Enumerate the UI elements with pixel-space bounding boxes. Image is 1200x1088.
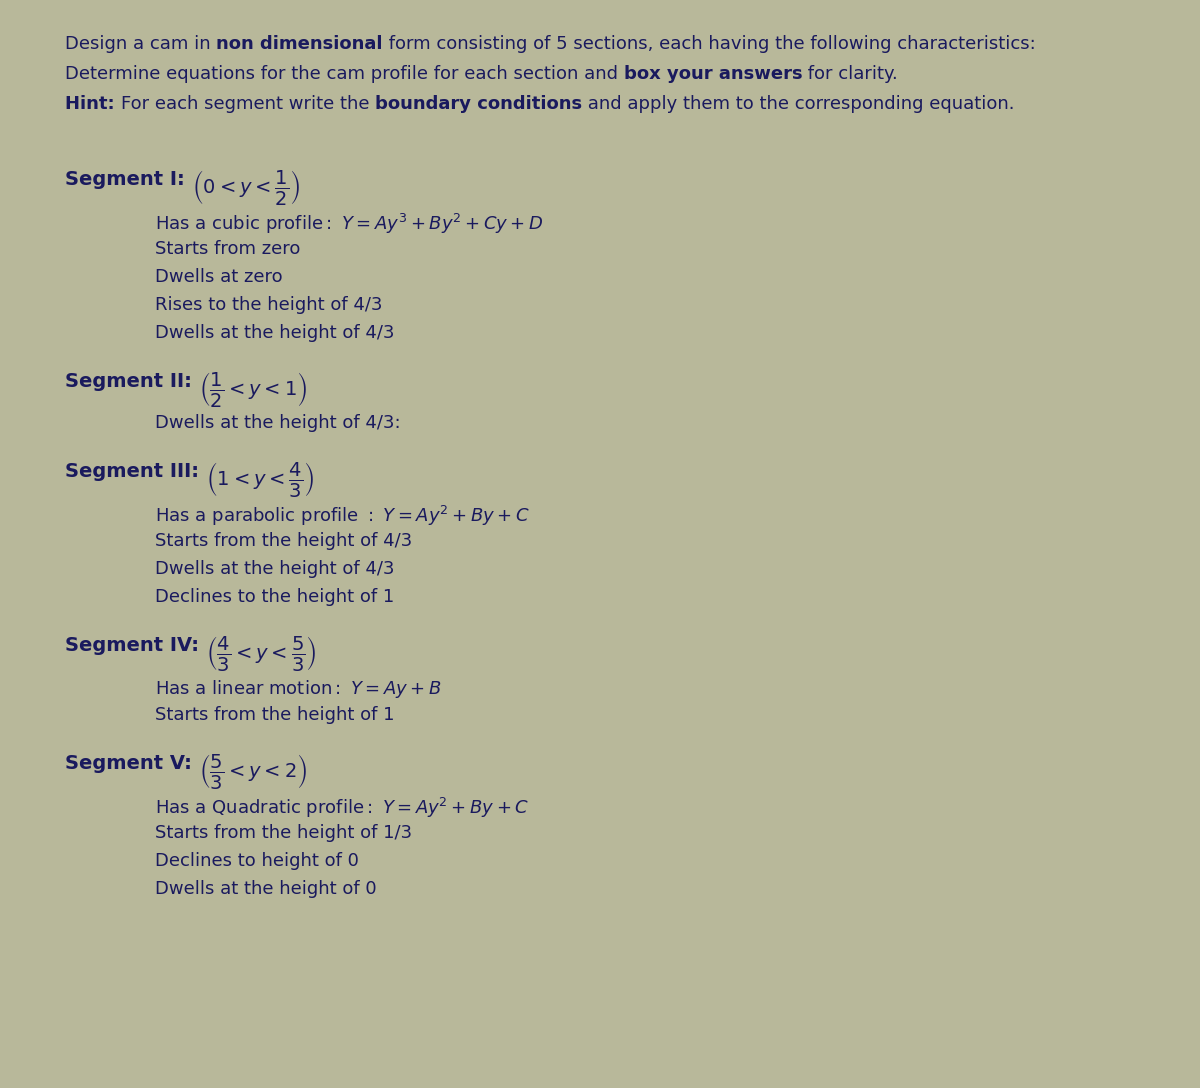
Text: Starts from the height of 4/3: Starts from the height of 4/3 (155, 532, 413, 551)
Text: Segment I:: Segment I: (65, 170, 192, 189)
Text: $\mathrm{Has\ a\ cubic\ profile:\ } Y = Ay^3 + By^2 + Cy + D$: $\mathrm{Has\ a\ cubic\ profile:\ } Y = … (155, 212, 544, 236)
Text: Determine equations for the cam profile for each section and: Determine equations for the cam profile … (65, 65, 624, 83)
Text: Declines to the height of 1: Declines to the height of 1 (155, 588, 395, 606)
Text: Starts from the height of 1/3: Starts from the height of 1/3 (155, 824, 412, 842)
Text: For each segment write the: For each segment write the (121, 95, 376, 113)
Text: Hint:: Hint: (65, 95, 121, 113)
Text: box your answers: box your answers (624, 65, 803, 83)
Text: non dimensional: non dimensional (216, 35, 383, 53)
Text: Segment V:: Segment V: (65, 754, 199, 772)
Text: Starts from the height of 1: Starts from the height of 1 (155, 706, 395, 724)
Text: Rises to the height of 4/3: Rises to the height of 4/3 (155, 296, 383, 314)
Text: Dwells at the height of 0: Dwells at the height of 0 (155, 880, 377, 898)
Text: Design a cam in: Design a cam in (65, 35, 216, 53)
Text: $\mathrm{Has\ a\ parabolic\ profile\ :\ } Y = Ay^2 + By + C$: $\mathrm{Has\ a\ parabolic\ profile\ :\ … (155, 504, 530, 528)
Text: Segment II:: Segment II: (65, 372, 199, 391)
Text: $\left(0 < y < \dfrac{1}{2}\right)$: $\left(0 < y < \dfrac{1}{2}\right)$ (192, 168, 300, 207)
Text: $\left(\dfrac{5}{3} < y < 2\right)$: $\left(\dfrac{5}{3} < y < 2\right)$ (199, 752, 307, 791)
Text: Segment III:: Segment III: (65, 462, 205, 481)
Text: $\left(1 < y < \dfrac{4}{3}\right)$: $\left(1 < y < \dfrac{4}{3}\right)$ (205, 460, 314, 499)
Text: Dwells at the height of 4/3: Dwells at the height of 4/3 (155, 560, 395, 578)
Text: $\left(\dfrac{1}{2} < y < 1\right)$: $\left(\dfrac{1}{2} < y < 1\right)$ (199, 370, 307, 409)
Text: for clarity.: for clarity. (803, 65, 898, 83)
Text: Segment IV:: Segment IV: (65, 636, 205, 655)
Text: and apply them to the corresponding equation.: and apply them to the corresponding equa… (582, 95, 1015, 113)
Text: boundary conditions: boundary conditions (376, 95, 582, 113)
Text: Dwells at the height of 4/3: Dwells at the height of 4/3 (155, 324, 395, 342)
Text: Declines to height of 0: Declines to height of 0 (155, 852, 359, 870)
Text: $\left(\dfrac{4}{3} < y < \dfrac{5}{3}\right)$: $\left(\dfrac{4}{3} < y < \dfrac{5}{3}\r… (205, 634, 317, 673)
Text: Dwells at the height of 4/3:: Dwells at the height of 4/3: (155, 415, 401, 432)
Text: $\mathrm{Has\ a\ Quadratic\ profile:\ } Y = Ay^2 + By + C$: $\mathrm{Has\ a\ Quadratic\ profile:\ } … (155, 796, 529, 820)
Text: $\mathrm{Has\ a\ linear\ motion:\ } Y = Ay + B$: $\mathrm{Has\ a\ linear\ motion:\ } Y = … (155, 678, 442, 700)
Text: form consisting of 5 sections, each having the following characteristics:: form consisting of 5 sections, each havi… (383, 35, 1036, 53)
Text: Dwells at zero: Dwells at zero (155, 268, 283, 286)
Text: Starts from zero: Starts from zero (155, 240, 300, 258)
